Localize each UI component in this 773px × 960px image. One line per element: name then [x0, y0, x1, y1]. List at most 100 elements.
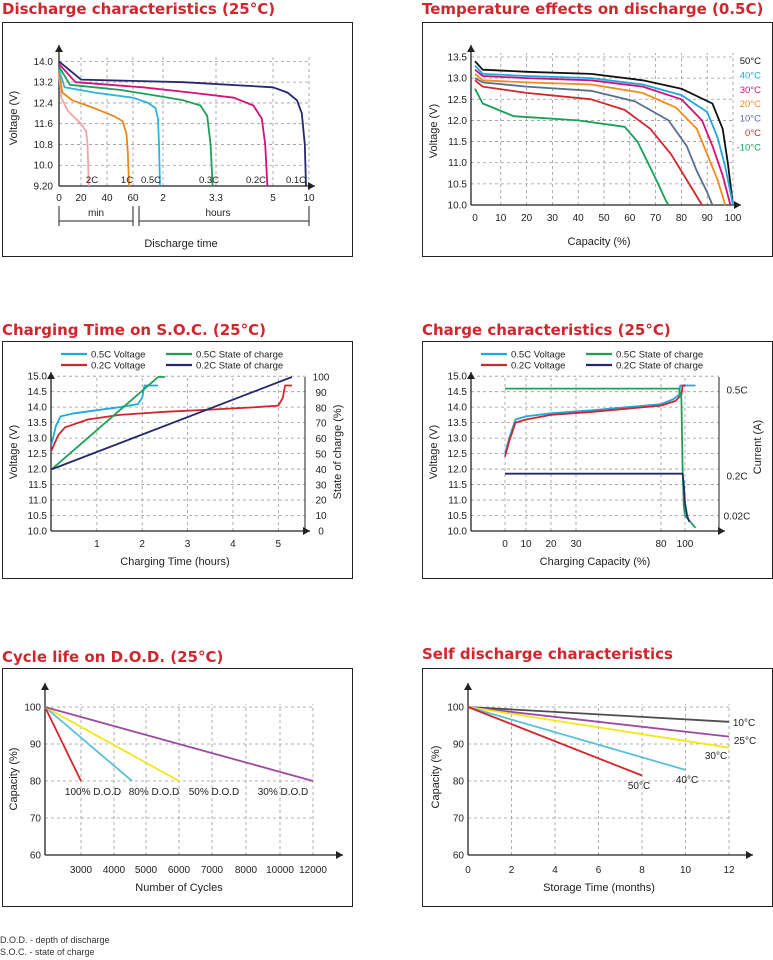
chart-title-charging-time: Charging Time on S.O.C. (25°C): [2, 321, 266, 339]
legend-label: 30°C: [740, 85, 761, 96]
x-axis-label: Capacity (%): [568, 236, 631, 248]
series-line-0.2C: [58, 63, 269, 187]
y-tick-label: 11.0: [448, 158, 467, 169]
series-line-0°C: [474, 79, 703, 206]
series-line-25°C: [467, 706, 730, 738]
legend-label: 0.5C Voltage: [511, 350, 565, 361]
x-tick-label: 20: [545, 539, 557, 550]
y-tick-label: 90: [30, 740, 42, 751]
y-tick-label: 11.5: [448, 480, 467, 491]
legend-label: 0.2C Voltage: [511, 361, 565, 372]
legend-label: 20°C: [740, 99, 761, 110]
y-axis-arrow: [467, 372, 475, 379]
x-tick-label: 6: [596, 865, 602, 876]
chart-title-temperature: Temperature effects on discharge (0.5C): [422, 0, 764, 18]
x-tick-label: 20: [75, 193, 87, 204]
y2-tick-label: 100: [313, 373, 330, 384]
legend-label: 50°C: [740, 56, 761, 67]
x-tick-label: 40: [101, 193, 113, 204]
x-axis-arrow: [303, 527, 310, 535]
x-axis-arrow: [734, 201, 741, 209]
y2-tick-label: 60: [315, 434, 327, 445]
x-tick-label: 5: [270, 193, 276, 204]
series-label: 1C: [121, 175, 133, 186]
y-tick-label: 12.4: [34, 98, 54, 109]
x-axis-label: Charging Capacity (%): [540, 556, 651, 568]
series-line-0.2C State of charge: [51, 376, 293, 471]
y-axis-arrow: [464, 683, 472, 690]
series-label: 40°C: [676, 775, 698, 786]
temperature-chart: 13.5 13.0 12.5 12.0 11.5 11.0 10.5 10.0 0 10 20 30 4…: [428, 45, 761, 248]
x-tick-label: 2: [160, 193, 166, 204]
y2-tick-label: 10: [315, 511, 327, 522]
series-line-50°C: [467, 706, 643, 777]
y-tick-label: 80: [30, 777, 42, 788]
y-tick-label: 12.5: [448, 95, 468, 106]
series-line-100% D.O.D: [44, 706, 82, 782]
y-tick-label: 12.5: [28, 449, 48, 460]
x-tick-label: 80: [676, 213, 688, 224]
series-line-30°C: [474, 69, 732, 206]
x-axis-label: Number of Cycles: [135, 882, 223, 894]
series-label: 10°C: [733, 718, 755, 729]
y-tick-label: 13.5: [448, 418, 468, 429]
series-line-10°C: [474, 77, 714, 206]
charge-characteristics-chart: 15.0 14.5 14.0 13.5 13.0 12.5 12.0 11.5 11.0 10.5…: [428, 350, 764, 569]
x-tick-label: 10000: [266, 865, 294, 876]
x-tick-label: 8000: [235, 865, 258, 876]
x-tick-label: 10: [495, 213, 507, 224]
y-tick-label: 70: [453, 814, 465, 825]
x-tick-label: 20: [521, 213, 533, 224]
x-tick-label: 100: [725, 213, 742, 224]
y-tick-label: 100: [447, 703, 464, 714]
y-axis-arrow: [467, 45, 475, 52]
y-tick-label: 13.0: [28, 434, 48, 445]
series-line-0.3C: [58, 66, 214, 187]
x-tick-label: 100: [677, 539, 694, 550]
series-line-2C: [58, 71, 90, 187]
legend-label: 0.2C State of charge: [196, 361, 283, 372]
y2-tick-label: 0.5C: [726, 386, 747, 397]
y-tick-label: 13.5: [28, 418, 48, 429]
y-tick-label: 12.0: [28, 465, 48, 476]
y-axis-label: Voltage (V): [428, 104, 440, 158]
series-label: 80% D.O.D: [129, 787, 180, 798]
y-axis-label: Voltage (V): [428, 425, 440, 479]
y2-axis-label: Current (A): [752, 420, 764, 474]
series-line-1C: [58, 71, 130, 187]
chart-panel-charging-time: 15.0 14.5 14.0 13.5 13.0 12.5 12.0 11.5 11.0 10.5…: [2, 341, 353, 579]
x-axis-arrow: [336, 851, 343, 859]
series-label: 0.1C: [286, 175, 306, 186]
series-line-80% D.O.D: [44, 706, 133, 782]
x-tick-label: 4: [552, 865, 558, 876]
series-line-0.5C Voltage: [504, 384, 696, 454]
x-tick-label: 0: [56, 193, 62, 204]
series-line-40°C: [474, 64, 734, 206]
series-label: 0.5C: [141, 175, 161, 186]
chart-panel-discharge: 14.0 13.2 12.4 11.6 10.8 10.0 9.20 0 20 40 60 2 3.3 5…: [2, 22, 353, 257]
x-axis-arrow: [308, 182, 315, 190]
x-axis-arrow: [718, 527, 725, 535]
y-tick-label: 11.5: [448, 137, 467, 148]
discharge-chart: 14.0 13.2 12.4 11.6 10.8 10.0 9.200 20 40 60 2 3.3 5…: [8, 45, 315, 250]
series-label: 0.2C: [246, 175, 266, 186]
y2-tick-label: 0.2C: [726, 471, 747, 482]
series-label: 30% D.O.D: [258, 787, 309, 798]
x-tick-label: 50: [598, 213, 610, 224]
x-tick-label: 30: [570, 539, 582, 550]
series-line-20°C: [474, 73, 727, 206]
y2-tick-label: 30: [315, 480, 327, 491]
legend-label: 0.2C Voltage: [91, 361, 145, 372]
y-axis-arrow: [47, 372, 55, 379]
chart-panel-charge-characteristics: 15.0 14.5 14.0 13.5 13.0 12.5 12.0 11.5 11.0 10.5…: [422, 341, 773, 579]
x-tick-label: 30: [547, 213, 559, 224]
y2-tick-label: 20: [315, 496, 327, 507]
y-tick-label: 100: [24, 703, 41, 714]
y-tick-label: 10.0: [28, 527, 48, 538]
series-label: 2C: [86, 175, 98, 186]
x-tick-label: 6000: [168, 865, 191, 876]
x-tick-label: 1: [94, 539, 100, 550]
series-line-50°C: [474, 60, 734, 206]
y-axis-arrow: [55, 45, 63, 52]
x-tick-label: 4000: [103, 865, 126, 876]
